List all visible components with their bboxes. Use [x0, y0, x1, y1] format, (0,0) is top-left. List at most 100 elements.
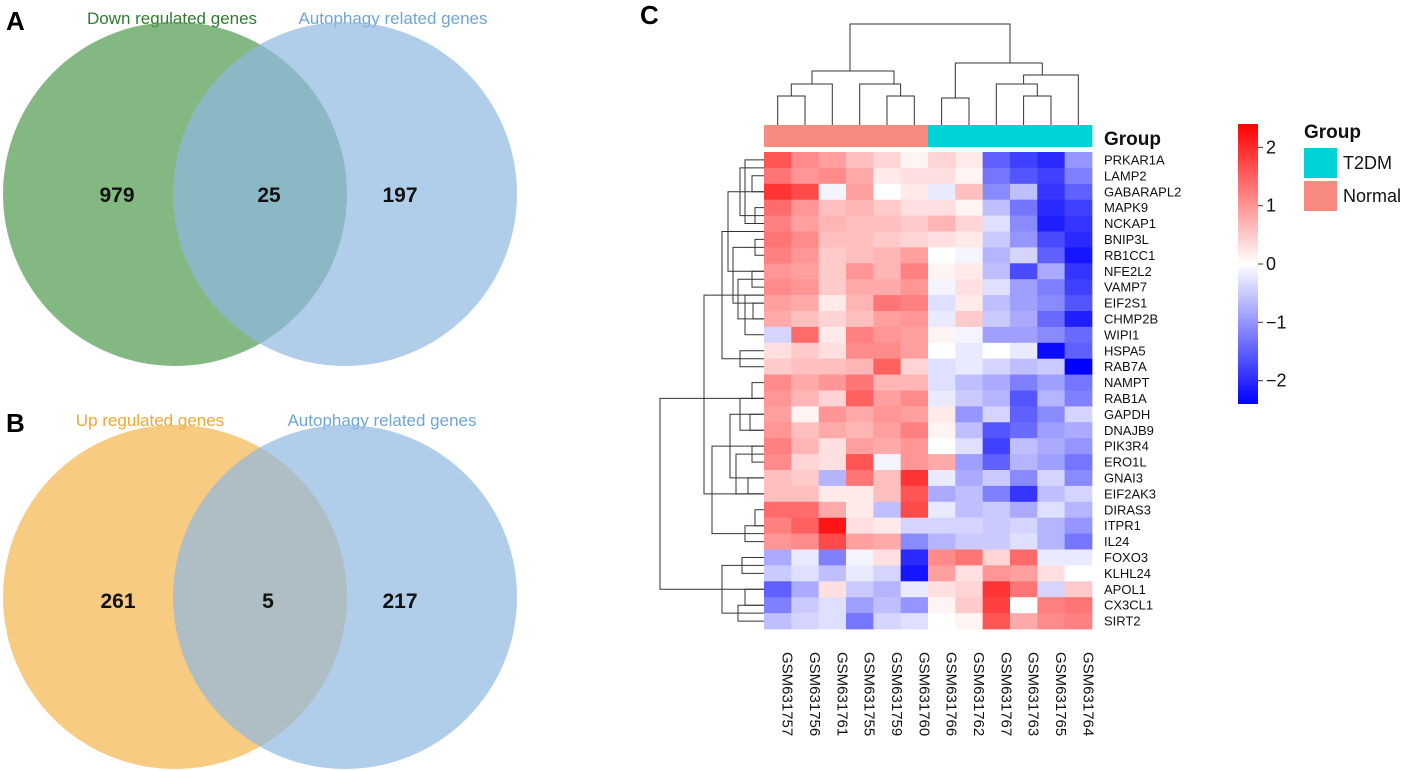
heatmap-cell: [982, 454, 1011, 471]
heatmap-cell: [873, 247, 902, 264]
column-dendrogram-branch: [777, 95, 806, 125]
heatmap-cell: [927, 533, 956, 550]
heatmap-cell: [1009, 167, 1038, 185]
column-dendrogram-branch: [954, 62, 1043, 98]
color-scale-tick-label: 2: [1266, 137, 1276, 157]
row-dendrogram-branch: [752, 302, 764, 320]
gene-label: NFE2L2: [1104, 264, 1152, 279]
heatmap-cell: [900, 422, 929, 439]
heatmap-cell: [982, 390, 1011, 407]
heatmap-cell: [1064, 167, 1093, 185]
heatmap-cell: [1009, 183, 1038, 201]
color-scale-tick-label: −1: [1266, 312, 1287, 332]
heatmap-cell: [764, 613, 792, 630]
heatmap-cell: [982, 549, 1011, 566]
group-legend-title: Group: [1304, 122, 1361, 143]
heatmap-cell: [927, 485, 956, 503]
heatmap-cell: [982, 247, 1011, 264]
heatmap-cell: [764, 406, 792, 423]
heatmap-cell: [818, 613, 847, 630]
heatmap-cell: [1064, 613, 1093, 630]
heatmap-cell: [845, 485, 874, 503]
heatmap-cell: [927, 263, 956, 280]
heatmap-cell: [845, 501, 874, 519]
heatmap-cell: [900, 279, 929, 296]
heatmap-cell: [764, 501, 792, 519]
heatmap-cell: [982, 374, 1011, 391]
group-bar-cell: [1064, 125, 1093, 147]
heatmap-cell: [764, 263, 792, 280]
gene-label: KLHL24: [1104, 566, 1151, 581]
heatmap-cell: [1064, 374, 1093, 391]
heatmap-cell: [873, 167, 902, 185]
heatmap-cell: [955, 501, 984, 519]
heatmap-cell: [1064, 501, 1093, 519]
heatmap-cell: [791, 152, 820, 169]
heatmap-cell: [845, 279, 874, 296]
heatmap-cell: [873, 565, 902, 582]
heatmap-cell: [927, 501, 956, 519]
heatmap-cell: [955, 231, 984, 248]
heatmap-cell: [1009, 374, 1038, 391]
heatmap-cell: [900, 549, 929, 566]
panel-a-right-circle: [173, 22, 517, 366]
heatmap-cell: [845, 247, 874, 264]
sample-labels: GSM631757 GSM631756 GSM631761 GSM631755 GSM6…: [779, 652, 1097, 736]
heatmap-cell: [791, 581, 820, 598]
sample-label: GSM631764: [1079, 652, 1096, 736]
heatmap-cell: [1037, 422, 1066, 439]
color-scale-ticks: 2 1 0 −1 −2: [1258, 137, 1287, 391]
heatmap-cell: [845, 374, 874, 391]
heatmap-cell: [1064, 422, 1093, 439]
gene-label: ERO1L: [1104, 455, 1147, 470]
heatmap-cell: [791, 326, 820, 344]
heatmap-cell: [764, 279, 792, 296]
heatmap-cell: [845, 438, 874, 455]
heatmap-cell: [1009, 263, 1038, 280]
heatmap-cell: [791, 215, 820, 232]
heatmap-cell: [791, 533, 820, 550]
heatmap-cell: [1037, 485, 1066, 503]
heatmap-cell: [955, 279, 984, 296]
heatmap-cell: [900, 311, 929, 328]
heatmap-cell: [1009, 295, 1038, 312]
heatmap-cell: [927, 215, 956, 232]
heatmap-cell: [955, 485, 984, 503]
group-bar-cell: [900, 125, 929, 147]
heatmap-cell: [818, 517, 847, 534]
heatmap-cell: [955, 183, 984, 201]
heatmap-cell: [791, 501, 820, 519]
heatmap-cell: [845, 549, 874, 566]
heatmap-cell: [900, 199, 929, 216]
heatmap-cell: [1064, 215, 1093, 232]
heatmap-cell: [791, 390, 820, 407]
heatmap-cell: [900, 485, 929, 503]
heatmap-cell: [900, 358, 929, 375]
heatmap-cell: [845, 406, 874, 423]
heatmap-cell: [845, 183, 874, 201]
heatmap-cell: [900, 152, 929, 169]
heatmap-cell: [873, 374, 902, 391]
heatmap-cell: [845, 454, 874, 471]
column-dendrogram-branch: [1023, 74, 1079, 125]
heatmap-cell: [982, 597, 1011, 614]
heatmap-cell: [873, 231, 902, 248]
heatmap-cell: [873, 183, 902, 201]
sample-label: GSM631765: [1052, 652, 1069, 736]
gene-label: EIF2S1: [1104, 296, 1147, 311]
heatmap-cell: [927, 581, 956, 598]
heatmap-cell: [818, 247, 847, 264]
heatmap-cell: [818, 199, 847, 216]
heatmap-cell: [900, 183, 929, 201]
heatmap-cell: [1064, 597, 1093, 614]
heatmap-cell: [1037, 326, 1066, 344]
heatmap-cell: [818, 454, 847, 471]
panel-a-left-only-count: 979: [99, 184, 134, 207]
heatmap-cell: [1009, 406, 1038, 423]
heatmap-cell: [955, 581, 984, 598]
heatmap-cell: [873, 152, 902, 169]
heatmap-cell: [873, 390, 902, 407]
heatmap-cell: [1037, 517, 1066, 534]
heatmap-cell: [845, 613, 874, 630]
heatmap-cell: [982, 406, 1011, 423]
